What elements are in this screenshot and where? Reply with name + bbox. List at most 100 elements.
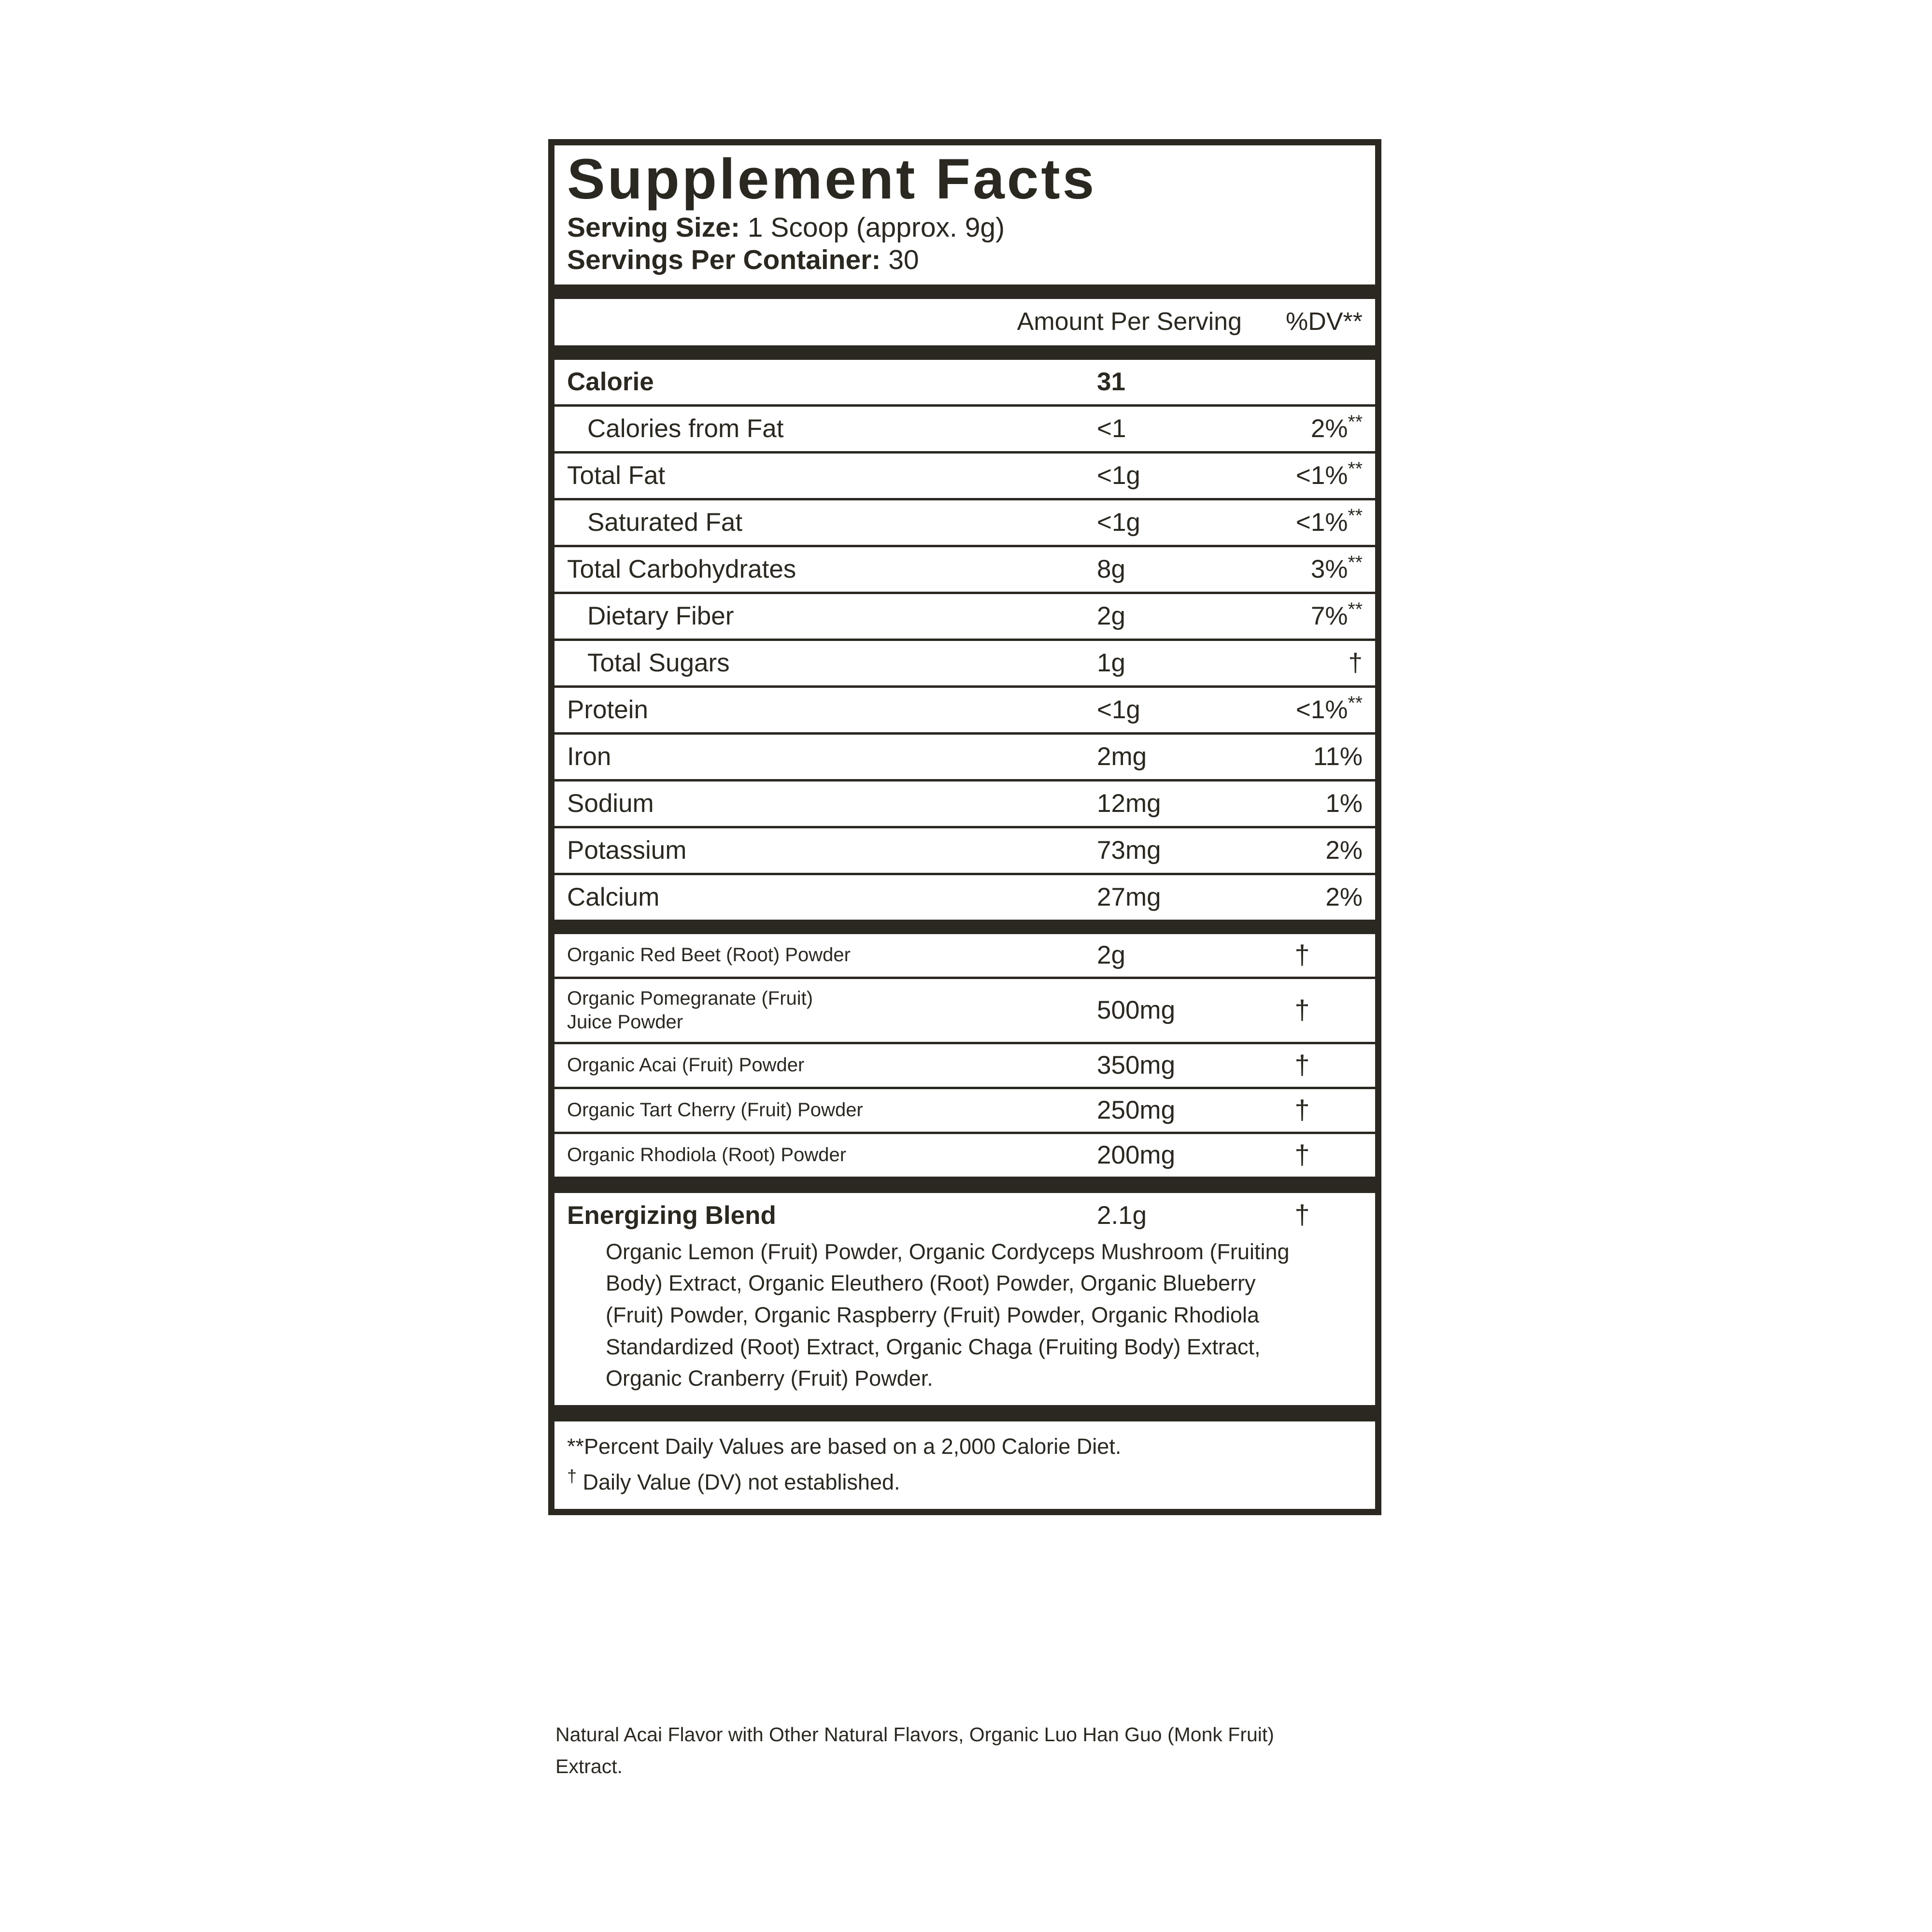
ingredient-name: Organic Pomegranate (Fruit) Juice Powder — [567, 987, 813, 1033]
footnotes-block: **Percent Daily Values are based on a 2,… — [554, 1421, 1375, 1509]
ingredient-amount: 500mg — [1097, 995, 1176, 1024]
nutrient-amount: <1g — [1097, 695, 1140, 724]
row-divider — [554, 825, 1375, 828]
table-row: Organic Red Beet (Root) Powder 2g † — [554, 934, 1375, 977]
row-divider — [554, 638, 1375, 641]
nutrient-daily-value: <1%** — [1295, 505, 1363, 537]
table-row: Total Fat <1g <1%** — [554, 454, 1375, 498]
table-row: Calorie 31 — [554, 360, 1375, 404]
nutrient-amount: 1g — [1097, 648, 1125, 677]
nutrient-name: Saturated Fat — [587, 508, 743, 537]
divider-after-column-headers — [554, 345, 1375, 360]
footnote-percent-dv: **Percent Daily Values are based on a 2,… — [567, 1434, 1122, 1459]
table-row: Sodium 12mg 1% — [554, 781, 1375, 826]
table-row: Organic Rhodiola (Root) Powder 200mg † — [554, 1134, 1375, 1177]
ingredient-amount: 250mg — [1097, 1095, 1176, 1124]
page-title: Supplement Facts — [567, 147, 1097, 211]
column-header-amount: Amount Per Serving — [1017, 308, 1242, 336]
nutrient-amount: 12mg — [1097, 789, 1161, 818]
nutrient-amount: <1g — [1097, 461, 1140, 490]
table-column-headers: Amount Per Serving %DV** — [554, 299, 1375, 345]
nutrient-daily-value: <1%** — [1295, 692, 1363, 724]
row-divider — [554, 1086, 1375, 1089]
row-divider — [554, 497, 1375, 500]
energizing-blend-block: Energizing Blend 2.1g † Organic Lemon (F… — [554, 1193, 1375, 1405]
table-row: Potassium 73mg 2% — [554, 828, 1375, 873]
ingredient-dv-dagger: † — [1294, 994, 1310, 1025]
divider-after-header — [554, 284, 1375, 299]
blend-dv-dagger: † — [1294, 1199, 1310, 1230]
ingredient-dv-dagger: † — [1294, 1139, 1310, 1170]
nutrient-name: Total Sugars — [587, 648, 730, 677]
nutrient-amount: 27mg — [1097, 882, 1161, 911]
ingredient-name: Organic Red Beet (Root) Powder — [567, 944, 851, 966]
servings-per-container-line: Servings Per Container: 30 — [567, 244, 1363, 276]
nutrient-amount: 8g — [1097, 554, 1125, 583]
column-header-dv: %DV** — [1286, 308, 1363, 336]
nutrient-amount: 73mg — [1097, 836, 1161, 865]
ingredient-name: Organic Rhodiola (Root) Powder — [567, 1144, 847, 1166]
nutrient-name: Iron — [567, 742, 611, 771]
row-divider — [554, 451, 1375, 454]
ingredient-name: Organic Acai (Fruit) Powder — [567, 1054, 805, 1076]
nutrient-name: Calcium — [567, 882, 660, 911]
panel-header: Supplement Facts Serving Size: 1 Scoop (… — [554, 145, 1375, 284]
row-divider — [554, 1041, 1375, 1044]
nutrient-daily-value: 7%** — [1310, 598, 1363, 630]
serving-size-label: Serving Size: — [567, 212, 740, 243]
nutrient-name: Sodium — [567, 789, 654, 818]
table-row: Calories from Fat <1 2%** — [554, 407, 1375, 451]
ingredient-dv-dagger: † — [1294, 939, 1310, 970]
table-row: Dietary Fiber 2g 7%** — [554, 594, 1375, 639]
ingredient-dv-dagger: † — [1294, 1094, 1310, 1125]
blend-header-row: Energizing Blend 2.1g † — [567, 1199, 1363, 1230]
serving-size-line: Serving Size: 1 Scoop (approx. 9g) — [567, 212, 1363, 244]
nutrient-amount: <1g — [1097, 508, 1140, 537]
ingredient-amount: 350mg — [1097, 1051, 1176, 1080]
nutrient-daily-value: 3%** — [1310, 552, 1363, 583]
nutrient-daily-value: 2% — [1325, 836, 1363, 865]
row-divider — [554, 591, 1375, 594]
nutrient-daily-value: † — [1348, 648, 1363, 677]
ingredients-table: Organic Red Beet (Root) Powder 2g † Organic… — [554, 934, 1375, 1177]
table-row: Calcium 27mg 2% — [554, 875, 1375, 920]
nutrient-name: Calorie — [567, 367, 654, 396]
footnote-dagger-text: Daily Value (DV) not established. — [577, 1469, 900, 1494]
nutrient-daily-value: 1% — [1325, 789, 1363, 818]
dagger-symbol: † — [567, 1465, 577, 1486]
nutrient-name: Total Fat — [567, 461, 666, 490]
footnote-dagger: † Daily Value (DV) not established. — [567, 1463, 1363, 1499]
nutrient-amount: 31 — [1097, 367, 1125, 396]
nutrient-daily-value: 2% — [1325, 882, 1363, 911]
row-divider — [554, 544, 1375, 547]
row-divider — [554, 779, 1375, 781]
nutrient-daily-value: 2%** — [1310, 411, 1363, 443]
table-row: Total Carbohydrates 8g 3%** — [554, 547, 1375, 592]
supplement-facts-panel: Supplement Facts Serving Size: 1 Scoop (… — [548, 139, 1381, 1516]
divider-after-ingredients — [554, 1176, 1375, 1193]
divider-after-blend — [554, 1405, 1375, 1422]
nutrient-daily-value: <1%** — [1295, 458, 1363, 490]
table-row: Organic Tart Cherry (Fruit) Powder 250mg † — [554, 1089, 1375, 1132]
nutrient-name: Dietary Fiber — [587, 601, 734, 630]
nutrient-facts-table: Calorie 31 Calories from Fat <1 2%** Total Fa… — [554, 360, 1375, 920]
row-divider — [554, 976, 1375, 979]
table-row: Saturated Fat <1g <1%** — [554, 500, 1375, 545]
row-divider — [554, 404, 1375, 407]
nutrient-name: Calories from Fat — [587, 414, 784, 443]
nutrient-daily-value: 11% — [1313, 742, 1363, 771]
row-divider — [554, 872, 1375, 875]
row-divider — [554, 685, 1375, 688]
nutrient-name: Potassium — [567, 836, 687, 865]
table-row: Total Sugars 1g † — [554, 641, 1375, 685]
servings-per-container-label: Servings Per Container: — [567, 244, 881, 276]
ingredient-amount: 200mg — [1097, 1140, 1176, 1169]
nutrient-name: Total Carbohydrates — [567, 554, 796, 583]
servings-per-container-value: 30 — [888, 244, 919, 276]
row-divider — [554, 1131, 1375, 1134]
other-ingredients-statement: Natural Acai Flavor with Other Natural F… — [555, 1723, 1274, 1778]
row-divider — [554, 732, 1375, 735]
nutrient-amount: 2mg — [1097, 742, 1147, 771]
ingredient-amount: 2g — [1097, 940, 1125, 969]
